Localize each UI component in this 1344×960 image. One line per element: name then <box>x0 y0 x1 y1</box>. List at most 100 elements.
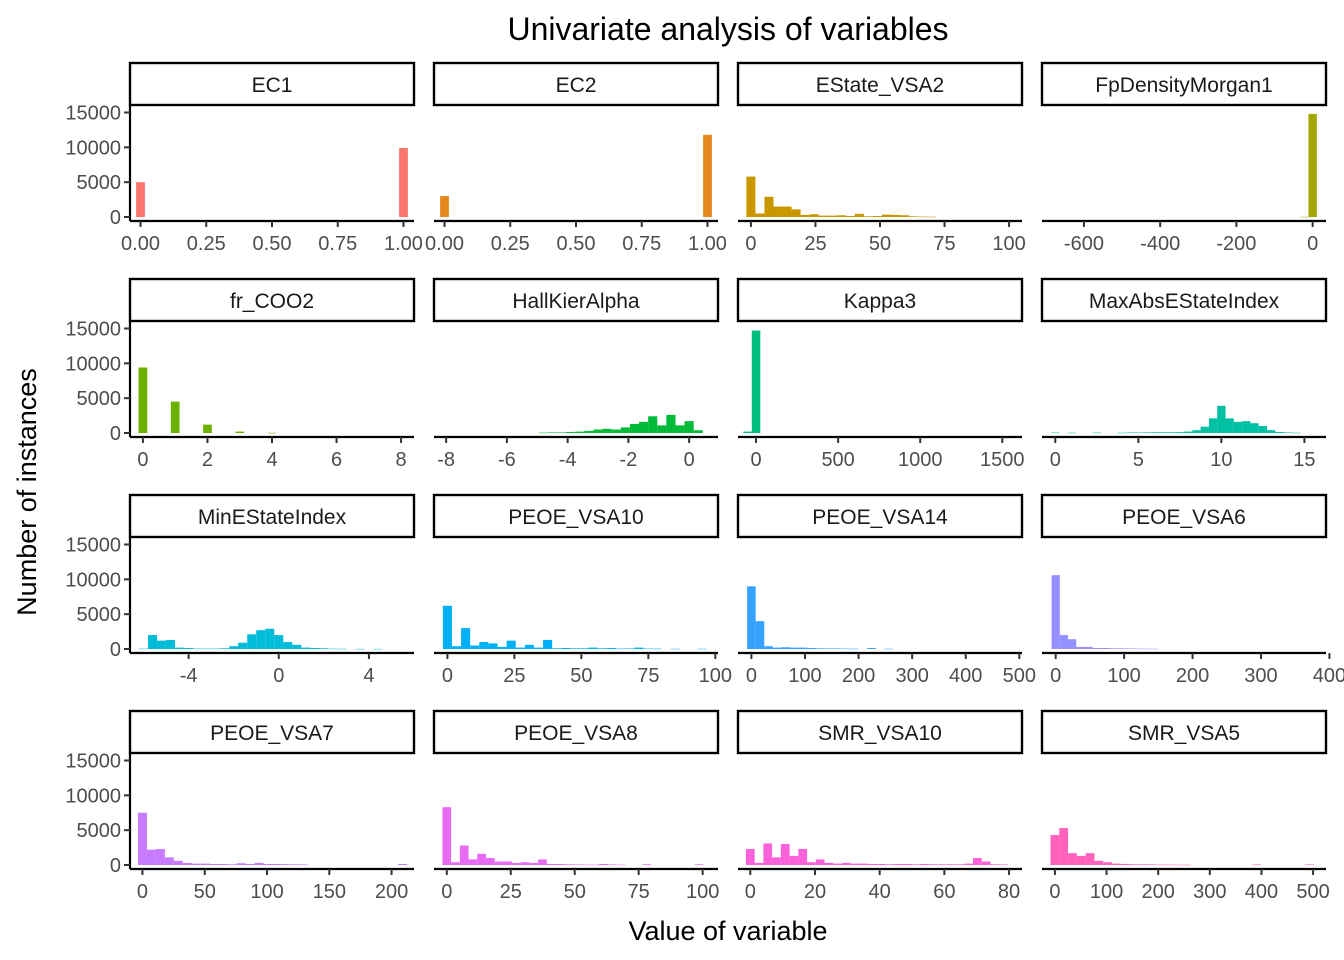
histogram-bar <box>1291 432 1301 434</box>
histogram-bar <box>1111 863 1121 865</box>
x-tick-label: 100 <box>1107 665 1140 687</box>
facet-strip-label: Kappa3 <box>844 290 916 313</box>
histogram-bar <box>911 864 921 865</box>
histogram-bar <box>868 863 877 865</box>
histogram-bar <box>1308 113 1317 217</box>
x-tick-label: -200 <box>1216 233 1256 255</box>
x-tick-label: 0.75 <box>318 233 357 255</box>
x-tick-label: 1000 <box>898 449 943 471</box>
histogram-bar <box>170 401 180 433</box>
facet-strip <box>128 709 416 755</box>
x-tick-label: 0.75 <box>622 233 661 255</box>
x-tick-label: 80 <box>998 881 1020 903</box>
x-tick-label: 0 <box>1049 881 1060 903</box>
facet-strip-label: SMR_VSA5 <box>1128 722 1240 745</box>
histogram-bar <box>245 863 255 865</box>
histogram-bar <box>836 215 846 217</box>
facet-strip-label: PEOE_VSA8 <box>514 722 638 745</box>
facet-strip-label: EC1 <box>252 74 293 97</box>
facet-strip <box>736 61 1024 107</box>
histogram-bar <box>990 864 1000 865</box>
histogram-bar <box>1192 430 1201 433</box>
y-tick-label: 0 <box>110 423 121 445</box>
x-tick-label: 0 <box>442 665 453 687</box>
facet-strip-label: PEOE_VSA6 <box>1122 506 1246 529</box>
histogram-bar <box>1076 646 1085 649</box>
histogram-bar <box>955 864 965 865</box>
histogram-bar <box>890 214 901 217</box>
x-tick-label: 4 <box>363 665 374 687</box>
facet-strip-label: MinEStateIndex <box>198 506 347 529</box>
histogram-bar <box>670 648 680 650</box>
histogram-bar <box>557 432 567 433</box>
histogram-bar <box>1068 853 1077 865</box>
x-tick-label: 0 <box>1050 449 1061 471</box>
histogram-bar <box>497 646 507 649</box>
histogram-bar <box>863 216 873 217</box>
histogram-bar <box>1267 430 1276 433</box>
x-tick-label: 0 <box>273 665 284 687</box>
y-tick-label: 10000 <box>65 785 121 807</box>
histogram-bar <box>772 857 781 865</box>
x-tick-label: 150 <box>313 881 346 903</box>
y-tick-label: 0 <box>110 207 121 229</box>
x-tick-label: 15 <box>1293 449 1315 471</box>
facet-strip-label: PEOE_VSA10 <box>508 506 643 529</box>
histogram-bar <box>398 863 408 865</box>
histogram-bar <box>881 214 891 217</box>
histogram-bar <box>616 864 626 866</box>
histogram-bar <box>703 134 712 217</box>
histogram-bar <box>746 176 756 217</box>
x-tick-label: 10 <box>1210 449 1232 471</box>
histogram-bar <box>1133 648 1142 650</box>
histogram-bar <box>451 862 460 865</box>
x-tick-label: 50 <box>564 881 586 903</box>
x-tick-label: 100 <box>1090 881 1123 903</box>
histogram-bar <box>1092 647 1101 649</box>
facet-smr-vsa5: SMR_VSA5 0 100 200 300 400 500 <box>1040 709 1330 903</box>
x-tick-label: 400 <box>1313 665 1344 687</box>
x-tick-label: 75 <box>933 233 955 255</box>
y-tick-label: 0 <box>110 855 121 877</box>
x-tick-label: 0.25 <box>187 233 226 255</box>
histogram-bar <box>529 862 539 865</box>
histogram-bar <box>272 863 282 865</box>
facet-peoe-vsa7: PEOE_VSA7 0 50 100 150 200 0 5000 10000 15000 <box>65 709 416 903</box>
histogram-bar <box>373 648 383 650</box>
histogram-bar <box>281 864 291 865</box>
histogram-bar <box>815 859 825 865</box>
histogram-bar <box>146 849 156 865</box>
histogram-bar <box>451 646 462 649</box>
x-tick-label: 100 <box>250 881 283 903</box>
histogram-bar <box>1051 575 1060 649</box>
histogram-bar <box>1159 432 1168 433</box>
y-tick-label: 10000 <box>65 353 121 375</box>
x-tick-label: 0 <box>684 449 695 471</box>
histogram-bar <box>1173 864 1183 866</box>
facet-fpdensitymorgan1: FpDensityMorgan1 -600 -400 -200 0 <box>1040 61 1328 255</box>
histogram-bar <box>1100 647 1110 649</box>
histogram-bar <box>845 215 855 217</box>
facet-strip <box>736 493 1024 539</box>
histogram-bar <box>1117 432 1126 434</box>
histogram-bar <box>211 648 221 650</box>
histogram-bar <box>538 432 548 434</box>
x-tick-label: 0.00 <box>121 233 160 255</box>
histogram-bar <box>290 864 300 865</box>
histogram-bar <box>751 330 761 433</box>
histogram-bar <box>552 648 562 649</box>
x-tick-label: 0 <box>745 881 756 903</box>
facet-strip <box>432 61 720 107</box>
x-tick-label: 500 <box>1296 881 1329 903</box>
histogram-bar <box>1147 864 1156 865</box>
histogram-bar <box>755 621 765 649</box>
histogram-bar <box>833 863 842 865</box>
histogram-bar <box>597 648 607 649</box>
histogram-bar <box>1233 421 1243 433</box>
histogram-bar <box>184 647 194 649</box>
histogram-bar <box>1059 635 1069 649</box>
histogram-bar <box>1184 431 1193 433</box>
x-tick-label: 200 <box>1141 881 1174 903</box>
histogram-bar <box>440 196 449 217</box>
